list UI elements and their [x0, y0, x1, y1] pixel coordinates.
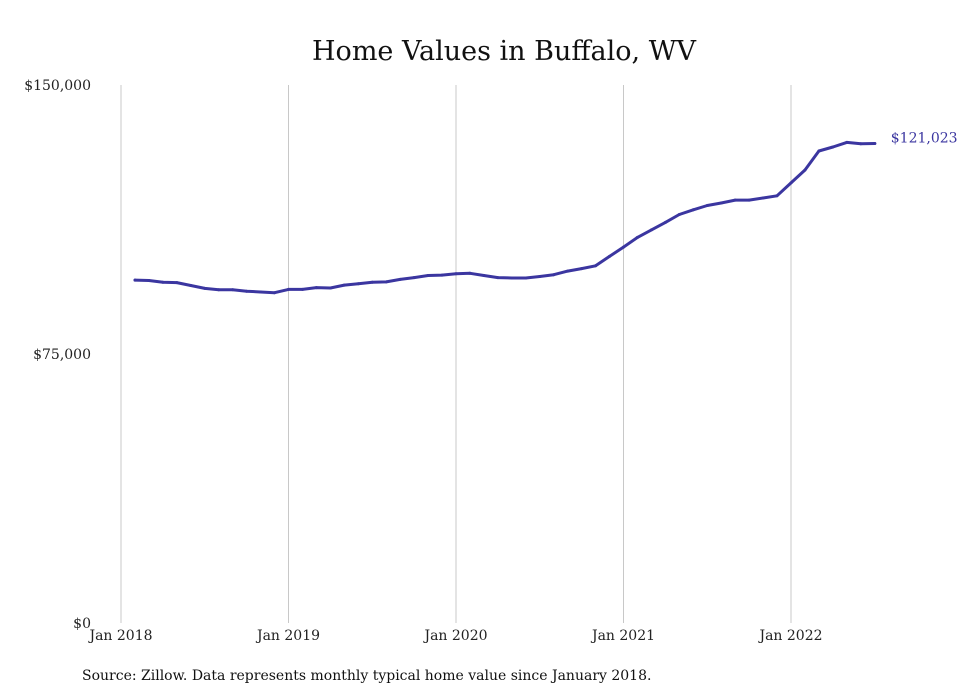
data-point-31 [566, 269, 570, 273]
data-point-39 [677, 213, 681, 216]
source-note: Source: Zillow. Data represents monthly … [82, 668, 652, 684]
data-point-44 [747, 198, 751, 202]
data-point-35 [622, 245, 625, 249]
data-point-51 [845, 140, 849, 144]
data-point-11 [287, 287, 290, 291]
data-point-7 [231, 288, 235, 292]
data-point-37 [649, 228, 653, 232]
data-point-8 [245, 289, 249, 293]
data-point-52 [859, 142, 863, 146]
data-point-53 [873, 142, 877, 145]
x-tick-label: Jan 2019 [255, 628, 320, 644]
data-point-15 [342, 283, 346, 287]
data-point-36 [636, 235, 639, 239]
data-point-40 [691, 208, 695, 212]
data-point-48 [803, 168, 807, 172]
data-point-43 [733, 198, 737, 202]
x-tick-label: Jan 2021 [590, 628, 655, 644]
data-point-27 [510, 276, 514, 280]
data-point-22 [440, 273, 444, 277]
chart-title: Home Values in Buffalo, WV [312, 36, 696, 67]
series-line [133, 140, 877, 295]
data-point-50 [831, 145, 835, 149]
data-point-42 [719, 201, 723, 205]
data-point-41 [705, 204, 709, 207]
data-point-1 [147, 279, 151, 282]
data-point-0 [133, 278, 137, 282]
data-point-38 [663, 220, 667, 224]
y-tick-label: $75,000 [33, 347, 91, 363]
data-point-29 [538, 275, 542, 278]
data-point-26 [496, 276, 500, 280]
data-point-2 [161, 280, 165, 284]
data-point-46 [775, 194, 779, 198]
end-value-label: $121,023 [891, 130, 958, 146]
data-point-14 [328, 286, 332, 290]
data-point-6 [217, 288, 221, 292]
data-point-45 [761, 196, 765, 200]
data-point-28 [524, 276, 528, 280]
data-point-32 [580, 267, 584, 271]
data-point-24 [468, 271, 472, 275]
data-point-47 [789, 181, 793, 185]
data-point-12 [301, 287, 304, 291]
data-point-34 [608, 254, 611, 258]
x-tick-label: Jan 2020 [422, 628, 487, 644]
x-axis-ticks: Jan 2018 Jan 2019 Jan 2020 Jan 2021 Jan 2022 [87, 628, 822, 644]
y-axis-ticks: $0 $75,000 $150,000 [24, 78, 91, 632]
data-point-13 [314, 286, 318, 290]
data-point-17 [370, 280, 374, 284]
data-point-5 [203, 286, 207, 290]
data-point-3 [175, 281, 179, 285]
data-point-33 [594, 264, 598, 268]
data-point-20 [412, 276, 416, 280]
series-layer [133, 140, 877, 295]
data-point-23 [454, 272, 458, 276]
data-point-49 [817, 149, 821, 153]
data-point-9 [259, 290, 263, 294]
line-chart: Home Values in Buffalo, WV $0 $75,000 $150… [24, 36, 958, 644]
data-point-25 [482, 274, 486, 277]
data-point-18 [384, 280, 388, 284]
data-point-4 [189, 284, 193, 287]
data-point-16 [356, 282, 360, 286]
y-tick-label: $0 [73, 616, 91, 632]
data-point-10 [273, 291, 276, 295]
x-tick-label: Jan 2022 [757, 628, 822, 644]
x-tick-label: Jan 2018 [87, 628, 152, 644]
vertical-gridlines [120, 85, 792, 623]
data-point-21 [426, 274, 430, 277]
data-point-30 [552, 273, 556, 277]
y-tick-label: $150,000 [24, 78, 91, 94]
data-point-19 [398, 277, 402, 281]
